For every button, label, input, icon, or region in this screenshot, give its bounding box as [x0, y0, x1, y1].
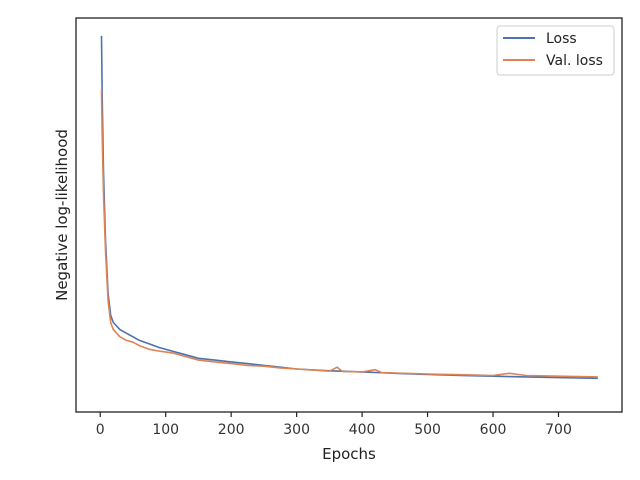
legend: Loss Val. loss [496, 25, 615, 76]
plot-area-frame [75, 17, 623, 413]
x-axis-label: Epochs [322, 445, 376, 463]
x-axis-ticks: 0 100 200 300 400 500 600 700 [96, 412, 572, 438]
legend-label-loss: Loss [546, 31, 577, 47]
y-axis-label: Negative log-likelihood [53, 129, 71, 301]
x-tick-label-400: 400 [349, 422, 376, 438]
x-tick-label-700: 700 [545, 422, 572, 438]
x-tick-label-300: 300 [283, 422, 310, 438]
x-tick-label-500: 500 [414, 422, 441, 438]
x-tick-label-0: 0 [96, 422, 105, 438]
x-tick-label-100: 100 [152, 422, 179, 438]
x-tick-label-600: 600 [480, 422, 507, 438]
x-tick-label-200: 200 [218, 422, 245, 438]
legend-label-val-loss: Val. loss [546, 53, 603, 69]
series-line-val-loss [100, 89, 598, 378]
series-layer [100, 35, 598, 380]
